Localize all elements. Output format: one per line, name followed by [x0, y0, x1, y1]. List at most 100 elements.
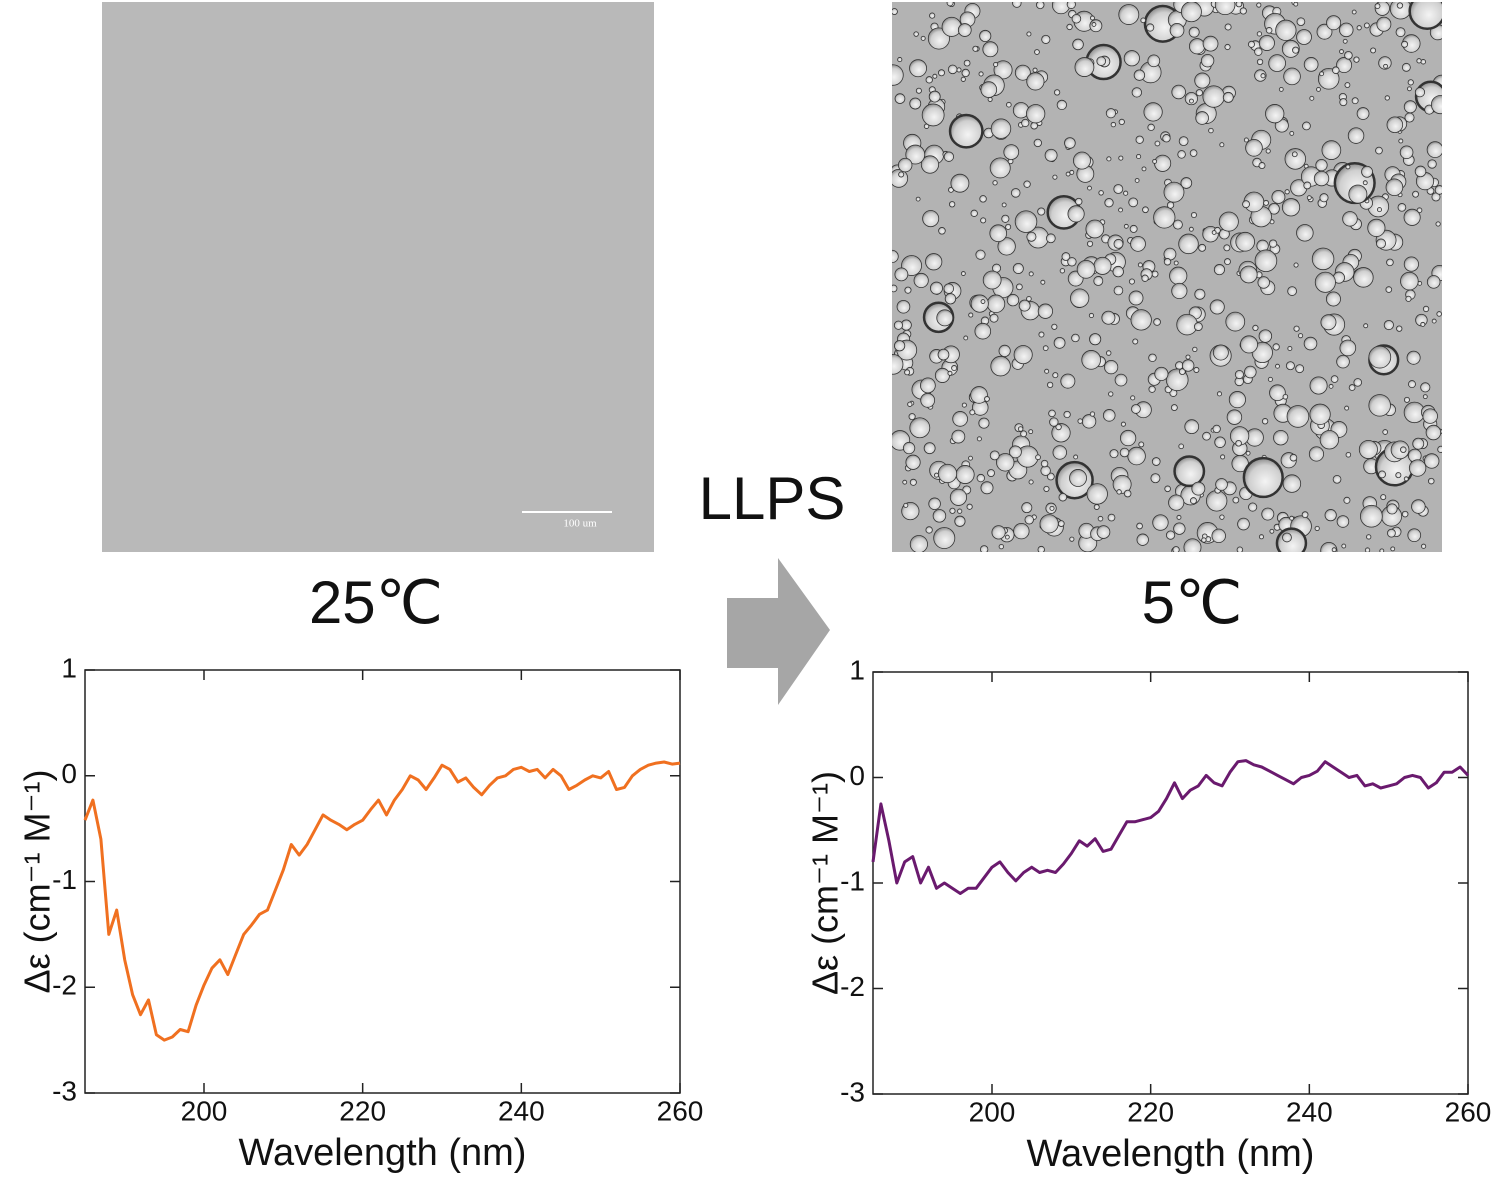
droplet — [978, 417, 990, 429]
droplet — [1234, 369, 1244, 380]
droplet — [1268, 239, 1278, 248]
droplet — [1069, 536, 1075, 542]
droplet — [1368, 345, 1392, 369]
droplet — [1328, 383, 1334, 389]
droplet — [1040, 459, 1049, 468]
droplet — [1407, 528, 1422, 543]
droplet — [1403, 100, 1417, 114]
droplet — [982, 41, 999, 58]
droplet — [1004, 534, 1010, 540]
droplet — [919, 377, 936, 394]
droplet — [1324, 509, 1337, 522]
droplet — [1420, 321, 1426, 327]
y-axis-label: Δε (cm⁻¹ M⁻¹) — [17, 769, 58, 993]
droplet — [1148, 385, 1156, 393]
droplet — [1380, 494, 1387, 501]
droplet — [1086, 240, 1094, 247]
droplet — [1201, 537, 1207, 543]
droplet — [1194, 72, 1211, 89]
droplet — [970, 386, 988, 404]
droplet — [1037, 545, 1045, 552]
droplet — [1040, 279, 1046, 285]
caption: 5℃ — [1142, 569, 1243, 636]
droplet — [1205, 490, 1228, 512]
droplet — [1180, 2, 1202, 23]
droplet — [1282, 532, 1292, 543]
droplet — [1244, 365, 1257, 379]
droplet — [1278, 86, 1284, 92]
droplet — [1342, 211, 1358, 227]
droplet — [969, 409, 976, 416]
droplet — [1353, 267, 1374, 288]
droplet — [1012, 2, 1022, 8]
droplet — [1037, 207, 1046, 216]
droplet — [1396, 325, 1403, 332]
droplet — [1147, 54, 1161, 68]
droplet — [1194, 288, 1206, 300]
droplet — [1105, 350, 1112, 356]
droplet — [1386, 258, 1394, 267]
droplet — [966, 503, 973, 510]
droplet — [1134, 178, 1140, 183]
droplets — [892, 2, 1442, 552]
droplet — [1422, 394, 1428, 400]
droplet — [902, 441, 916, 455]
droplet — [1348, 184, 1368, 204]
droplet — [1017, 426, 1024, 432]
droplet — [1293, 2, 1299, 7]
droplet — [1154, 366, 1169, 381]
droplet — [1067, 205, 1085, 223]
droplet — [908, 413, 916, 421]
droplet — [1212, 424, 1221, 434]
droplet — [1127, 446, 1146, 466]
micrograph-25c — [102, 2, 654, 552]
droplet — [1431, 318, 1437, 324]
droplet — [1282, 474, 1302, 493]
droplet — [1109, 449, 1119, 459]
droplet — [1399, 145, 1414, 160]
droplet — [925, 253, 943, 271]
droplet — [1077, 418, 1083, 424]
droplet — [1383, 319, 1394, 331]
droplet — [1403, 476, 1409, 482]
droplet — [1044, 148, 1058, 162]
droplet — [1285, 361, 1295, 371]
droplet — [1153, 206, 1176, 229]
droplet — [909, 535, 928, 552]
droplet — [1024, 515, 1034, 525]
droplet — [909, 97, 922, 110]
droplet — [1208, 127, 1214, 134]
droplet — [1408, 380, 1416, 389]
droplet — [1058, 492, 1068, 502]
droplet — [1071, 333, 1080, 343]
droplet — [938, 69, 945, 77]
droplet — [1367, 218, 1386, 237]
arrow — [727, 558, 830, 705]
droplet — [1351, 9, 1357, 15]
y-axis-label: Δε (cm⁻¹ M⁻¹) — [805, 771, 846, 995]
droplet — [904, 369, 911, 376]
droplet — [1107, 513, 1116, 522]
droplet — [1406, 350, 1421, 365]
droplet — [972, 45, 979, 52]
droplet — [937, 463, 958, 484]
droplet — [1162, 134, 1171, 143]
y-tick-label: -3 — [840, 1076, 865, 1107]
droplet — [992, 180, 998, 186]
droplet — [1067, 257, 1077, 267]
droplet — [1425, 424, 1442, 441]
droplet — [1344, 82, 1351, 88]
droplet — [1093, 276, 1104, 286]
droplet — [1214, 436, 1226, 448]
droplet — [1344, 405, 1350, 411]
droplet — [1188, 226, 1194, 232]
droplet — [1414, 165, 1427, 178]
droplet — [1173, 522, 1186, 535]
droplet — [1395, 27, 1406, 38]
droplet — [1296, 17, 1306, 27]
droplet — [1267, 376, 1273, 382]
droplet — [938, 227, 946, 235]
droplet — [1057, 520, 1065, 527]
droplet — [932, 509, 947, 523]
droplet — [1074, 57, 1095, 77]
